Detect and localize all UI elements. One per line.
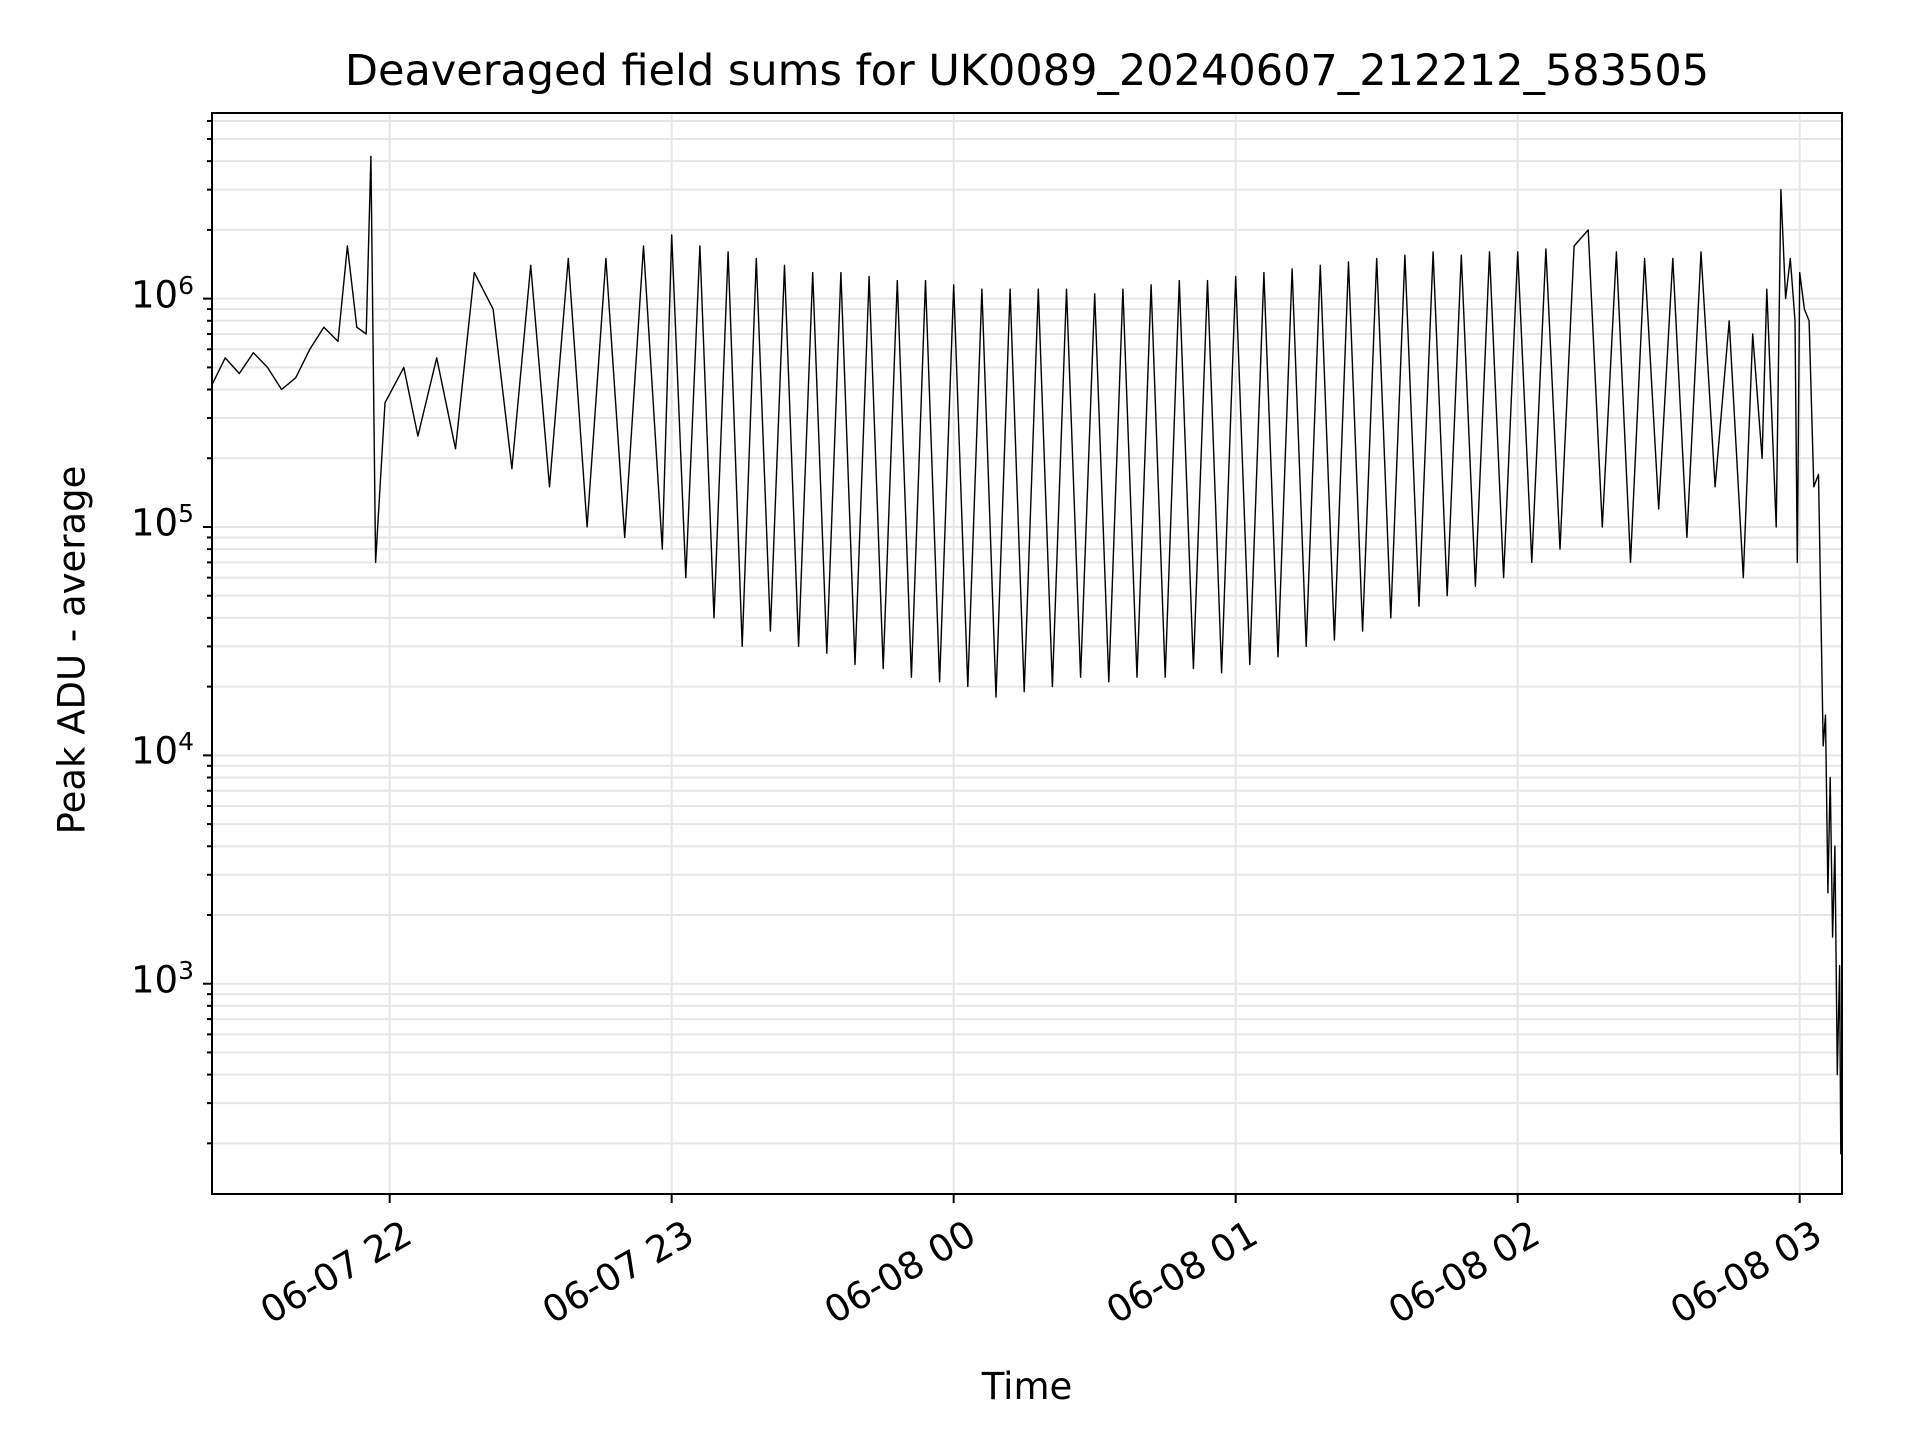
y-tick-base: 10 bbox=[131, 272, 179, 316]
y-tick-label: 104 bbox=[84, 727, 194, 772]
y-tick-exponent: 3 bbox=[178, 955, 194, 985]
y-tick-exponent: 4 bbox=[178, 727, 194, 757]
y-tick-label: 105 bbox=[84, 499, 194, 544]
y-tick-label: 106 bbox=[84, 271, 194, 316]
series-line bbox=[211, 155, 1843, 1155]
y-tick-base: 10 bbox=[131, 501, 179, 545]
y-tick-base: 10 bbox=[131, 958, 179, 1002]
plot-frame bbox=[211, 112, 1843, 1195]
grid-lines bbox=[212, 113, 1842, 1194]
tick-marks bbox=[203, 119, 1801, 1203]
y-tick-base: 10 bbox=[131, 729, 179, 773]
chart-title: Deaveraged field sums for UK0089_2024060… bbox=[344, 46, 1710, 96]
y-tick-exponent: 5 bbox=[178, 498, 194, 528]
y-tick-label: 103 bbox=[84, 956, 194, 1001]
y-tick-exponent: 6 bbox=[178, 270, 194, 300]
series-line-group bbox=[211, 155, 1843, 1155]
x-axis-label: Time bbox=[981, 1365, 1073, 1408]
